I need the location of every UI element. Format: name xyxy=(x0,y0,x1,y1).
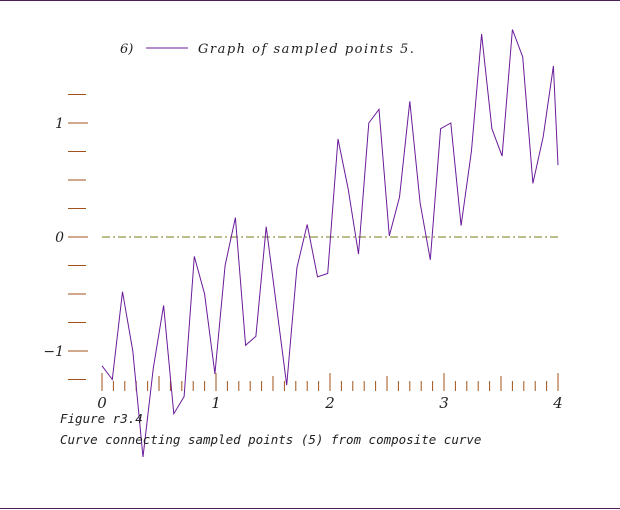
data-point xyxy=(121,291,123,293)
data-point xyxy=(347,188,349,190)
legend-series-label: Graph of sampled points 5. xyxy=(198,42,415,57)
plot-area xyxy=(101,28,559,458)
data-point xyxy=(409,100,411,102)
y-tick-label: 0 xyxy=(55,230,64,246)
data-point xyxy=(388,235,390,237)
data-point xyxy=(162,304,164,306)
data-point xyxy=(173,413,175,415)
data-point xyxy=(296,267,298,269)
data-point xyxy=(111,378,113,380)
data-point xyxy=(275,304,277,306)
data-point xyxy=(470,150,472,152)
x-tick-label: 2 xyxy=(324,394,335,412)
data-point xyxy=(142,456,144,458)
data-point xyxy=(357,253,359,255)
data-point xyxy=(101,365,103,367)
data-point xyxy=(378,108,380,110)
y-tick-label: −1 xyxy=(43,344,64,360)
axes: −1 0 1 0 1 2 3 4 xyxy=(43,94,563,412)
bottom-border xyxy=(0,508,620,509)
data-point xyxy=(511,28,513,30)
data-point xyxy=(460,224,462,226)
data-point xyxy=(214,373,216,375)
data-point xyxy=(491,128,493,130)
data-point xyxy=(265,226,267,228)
y-tick-label: 1 xyxy=(55,116,64,132)
top-border xyxy=(0,0,620,1)
data-point xyxy=(552,65,554,67)
data-point xyxy=(224,264,226,266)
data-point xyxy=(521,56,523,58)
data-point xyxy=(532,182,534,184)
data-point xyxy=(429,259,431,261)
x-tick-label: 0 xyxy=(97,394,107,412)
legend-index-label: 6) xyxy=(120,42,133,57)
data-point xyxy=(203,293,205,295)
data-point xyxy=(337,138,339,140)
series-line xyxy=(101,29,559,458)
figure-label: Figure r3.4 xyxy=(60,411,143,426)
x-tick-label: 4 xyxy=(552,394,563,412)
data-point xyxy=(132,350,134,352)
data-point xyxy=(285,384,287,386)
data-point xyxy=(234,216,236,218)
data-point xyxy=(542,135,544,137)
data-point xyxy=(501,155,503,157)
data-point xyxy=(152,367,154,369)
data-point xyxy=(557,164,559,166)
data-point xyxy=(450,122,452,124)
data-point xyxy=(255,335,257,337)
legend: 6) Graph of sampled points 5. xyxy=(120,42,415,57)
data-point xyxy=(193,255,195,257)
data-point xyxy=(368,122,370,124)
data-point xyxy=(419,202,421,204)
data-point xyxy=(439,128,441,130)
data-point xyxy=(327,272,329,274)
data-point xyxy=(316,276,318,278)
x-tick-label: 3 xyxy=(439,394,449,412)
data-point xyxy=(244,344,246,346)
x-tick-label: 1 xyxy=(211,394,221,412)
data-point xyxy=(306,223,308,225)
figure-caption: Curve connecting sampled points (5) from… xyxy=(60,432,482,447)
data-point xyxy=(398,196,400,198)
data-point xyxy=(480,33,482,35)
data-point xyxy=(183,395,185,397)
